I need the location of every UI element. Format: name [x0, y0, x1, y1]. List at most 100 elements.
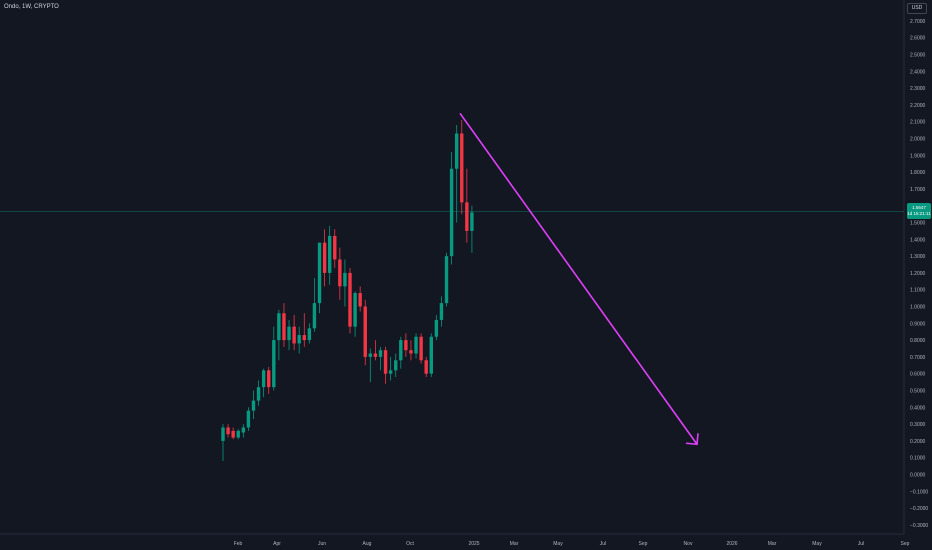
y-tick-label: 2.1000: [910, 120, 926, 126]
x-tick-label: Mar: [768, 541, 777, 547]
x-tick-label: Nov: [684, 541, 693, 547]
candle-body: [261, 370, 266, 388]
candle-body: [221, 427, 225, 441]
trend-arrow-line: [459, 112, 698, 445]
candle-body: [373, 353, 378, 357]
y-tick-label: 0.8000: [910, 338, 926, 344]
y-tick-label: 2.3000: [910, 86, 926, 92]
y-tick-label: 0.7000: [910, 355, 926, 361]
trend-arrow-head: [685, 433, 699, 446]
candle-body: [444, 256, 449, 304]
y-tick-label: 2.2000: [910, 103, 926, 109]
x-tick-label: 2026: [726, 541, 737, 547]
y-tick-label: 1.9000: [910, 153, 926, 159]
y-tick-label: 1.0000: [910, 305, 926, 311]
x-tick-label: Sep: [639, 541, 648, 547]
candle-body: [251, 400, 256, 411]
symbol-title[interactable]: Ondo, 1W, CRYPTO: [4, 4, 59, 10]
bar-countdown: 1d 15:21:11: [907, 211, 931, 216]
candle-body: [282, 313, 286, 341]
candle-body: [465, 202, 469, 231]
x-tick-label: Jul: [858, 541, 864, 547]
candle-body: [383, 350, 388, 374]
y-tick-label: 1.1000: [910, 288, 926, 294]
candle-body: [226, 427, 230, 435]
candle-body: [449, 168, 454, 257]
y-tick-label: 0.0000: [910, 473, 926, 479]
y-tick-label: −0.2000: [910, 506, 928, 512]
candle-body: [317, 242, 322, 304]
candle-body: [399, 340, 403, 361]
candle-body: [231, 430, 235, 438]
candle-body: [470, 212, 474, 231]
candle-body: [302, 335, 306, 341]
candle-body: [414, 336, 418, 354]
currency-badge[interactable]: USD: [907, 3, 927, 14]
y-tick-label: 2.5000: [910, 53, 926, 59]
candle-body: [297, 335, 301, 344]
y-tick-label: 1.5000: [910, 221, 926, 227]
candle-body: [241, 427, 246, 433]
x-tick-label: Sep: [901, 541, 910, 547]
x-tick-label: May: [812, 541, 822, 547]
candle-body: [277, 313, 281, 341]
candle-body: [338, 259, 342, 287]
candle-body: [424, 360, 428, 374]
candle-body: [312, 303, 317, 329]
x-tick-label: Aug: [363, 541, 372, 547]
y-tick-label: 0.6000: [910, 372, 926, 378]
candle-body: [409, 350, 413, 354]
y-tick-label: 1.2000: [910, 271, 926, 277]
candle-body: [353, 293, 357, 327]
y-tick-label: 0.2000: [910, 439, 926, 445]
candle-body: [256, 387, 261, 401]
x-tick-label: Feb: [234, 541, 243, 547]
candle-body: [267, 370, 271, 388]
candle-body: [363, 306, 367, 357]
candle-body: [460, 133, 464, 203]
candle-body: [327, 235, 332, 273]
candle-body: [322, 242, 327, 273]
candle-body: [272, 340, 276, 388]
y-tick-label: 1.4000: [910, 237, 926, 243]
last-price-tag: 1.5647 1d 15:21:11: [907, 203, 931, 219]
y-tick-label: 2.6000: [910, 36, 926, 42]
x-tick-label: Apr: [273, 541, 281, 547]
candle-body: [348, 272, 352, 327]
y-tick-label: 2.4000: [910, 69, 926, 75]
candle-body: [333, 235, 337, 260]
y-tick-label: 0.4000: [910, 405, 926, 411]
candle-body: [434, 319, 439, 337]
candle-body: [429, 336, 433, 374]
x-tick-label: Mar: [510, 541, 519, 547]
x-tick-label: Jun: [318, 541, 326, 547]
candle-body: [419, 336, 423, 361]
x-tick-label: Jul: [600, 541, 606, 547]
candle-body: [368, 353, 373, 357]
candle-body: [378, 350, 383, 357]
x-tick-label: Oct: [406, 541, 414, 547]
candle-body: [358, 293, 362, 307]
candle-body: [454, 133, 459, 169]
y-tick-label: 1.3000: [910, 254, 926, 260]
y-tick-label: −0.1000: [910, 489, 928, 495]
candle-body: [343, 272, 347, 287]
y-tick-label: 0.1000: [910, 456, 926, 462]
candle-body: [292, 326, 296, 344]
y-tick-label: 1.8000: [910, 170, 926, 176]
y-tick-label: 1.7000: [910, 187, 926, 193]
y-tick-label: 0.9000: [910, 321, 926, 327]
y-tick-label: 2.7000: [910, 19, 926, 25]
last-price-value: 1.5647: [912, 205, 926, 210]
y-tick-label: 0.3000: [910, 422, 926, 428]
candle-body: [236, 430, 240, 438]
y-tick-label: 2.0000: [910, 137, 926, 143]
candle-body: [388, 370, 393, 374]
candle-body: [404, 340, 408, 351]
candle-body: [307, 328, 312, 341]
y-tick-label: 0.5000: [910, 389, 926, 395]
x-tick-label: 2025: [468, 541, 479, 547]
candle-body: [246, 410, 251, 428]
candle-body: [439, 303, 444, 320]
